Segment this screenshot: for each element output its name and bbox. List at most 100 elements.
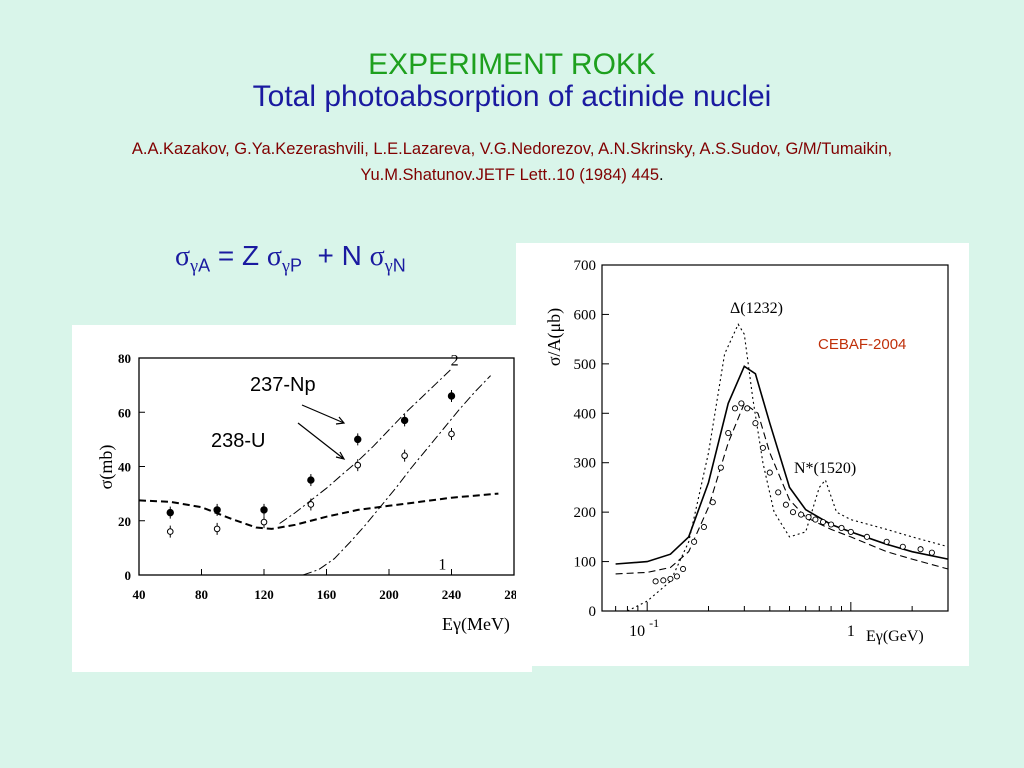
data-point xyxy=(798,511,805,518)
formula-sub-p: P xyxy=(289,255,302,276)
u-data-point xyxy=(448,430,455,438)
x-tick-label: 200 xyxy=(379,587,399,602)
u-arrow xyxy=(297,422,346,460)
np-data-point xyxy=(260,506,268,514)
y-tick-label: 600 xyxy=(574,307,597,323)
data-point xyxy=(838,524,845,532)
x-tick-label: 40 xyxy=(133,587,146,602)
data-point xyxy=(679,565,687,573)
authors-line-1: A.A.Kazakov, G.Ya.Kezerashvili, L.E.Laza… xyxy=(131,140,893,158)
x-tick-label-exp: -1 xyxy=(649,616,659,630)
data-point xyxy=(700,523,707,531)
data-point xyxy=(883,538,890,545)
page-subtitle: Total photoabsorption of actinide nuclei xyxy=(252,80,772,113)
annotation-np: 237-Np xyxy=(250,374,316,396)
np-data-point xyxy=(166,508,174,517)
series-line-1 xyxy=(138,492,499,530)
np-data-point xyxy=(307,476,315,484)
u-data-point xyxy=(401,452,408,459)
formula-gamma-3: γ xyxy=(384,255,393,276)
u-data-point xyxy=(307,501,315,508)
formula-eq: = Z xyxy=(210,240,267,271)
authors-citation: A.A.Kazakov, G.Ya.Kezerashvili, L.E.Laza… xyxy=(40,136,984,188)
data-point xyxy=(731,405,739,412)
u-data-point xyxy=(213,525,221,533)
x-tick-label-1: 1 xyxy=(847,623,855,640)
np-data-point xyxy=(354,435,362,444)
formula-gamma-1: γ xyxy=(190,255,199,276)
y-tick-label: 700 xyxy=(574,258,597,274)
formula-sigma-2: σ xyxy=(266,241,282,272)
cebaf-chart: 0 100 200 300 400 500 600 700 10 -1 1 σ/A(μb) Eγ(GeV… xyxy=(544,258,949,645)
actinide-chart: 40 80 120 160 200 240 280020406080σ(mb)Eγ(MeV)… xyxy=(96,304,524,635)
page-title: EXPERIMENT ROKK xyxy=(368,48,656,81)
plot-frame xyxy=(601,264,949,612)
data-point xyxy=(899,543,906,550)
actinide-chart-panel: 40 80 120 160 200 240 280 0 20 40 60 80 σ(mb) Eγ(MeV)… xyxy=(72,304,532,672)
np-data-point xyxy=(213,506,221,514)
data-point xyxy=(752,420,759,427)
y-tick-label: 40 xyxy=(118,460,131,475)
data-point xyxy=(667,575,674,582)
data-point xyxy=(744,405,751,412)
u-data-point xyxy=(354,461,362,469)
data-point xyxy=(782,501,789,508)
annotation-u: 238-U xyxy=(211,430,265,452)
data-point xyxy=(847,528,854,535)
formula-sub-a: A xyxy=(198,255,211,276)
data-point xyxy=(863,533,871,540)
annotation-nstar: N*(1520) xyxy=(794,460,856,477)
cross-section-formula: σγA = Z σγP + N σγN xyxy=(175,240,406,277)
y-tick-label: 80 xyxy=(118,351,131,366)
data-point xyxy=(738,400,745,407)
source-label: CEBAF-2004 xyxy=(818,336,906,353)
data-point xyxy=(652,578,659,585)
np-arrow xyxy=(301,404,346,425)
u-data-point xyxy=(260,518,268,526)
data-point xyxy=(691,538,698,545)
formula-sigma-1: σ xyxy=(175,241,191,272)
x-tick-label: 160 xyxy=(317,587,337,602)
data-point xyxy=(725,430,732,437)
data-point xyxy=(775,489,782,496)
data-point xyxy=(805,514,812,521)
y-tick-label: 0 xyxy=(125,568,132,583)
x-axis-label: Eγ(MeV) xyxy=(442,614,510,635)
series-line-dashed xyxy=(615,402,949,575)
series-line-2 xyxy=(302,375,491,576)
series-line-dotted xyxy=(627,323,949,612)
y-tick-label: 100 xyxy=(574,555,597,571)
data-point xyxy=(917,546,924,553)
data-point xyxy=(717,464,724,471)
y-tick-label: 500 xyxy=(574,357,597,373)
np-data-point xyxy=(447,392,456,400)
series-label-1: 1 xyxy=(438,557,446,574)
annotation-delta: Δ(1232) xyxy=(730,300,783,317)
cebaf-chart-panel: 0 100 200 300 400 500 600 700 10 -1 1 σ/A(μb) Eγ(GeV… xyxy=(516,243,969,666)
y-tick-label: 300 xyxy=(574,456,597,472)
data-point xyxy=(709,499,716,506)
data-point xyxy=(766,469,773,476)
y-axis-label: σ/A(μb) xyxy=(544,308,565,366)
data-point xyxy=(812,516,819,523)
y-tick-label: 200 xyxy=(574,505,597,521)
data-point xyxy=(759,444,766,451)
u-data-point xyxy=(166,528,174,535)
np-data-point xyxy=(400,416,409,425)
y-tick-label: 0 xyxy=(589,604,597,620)
series-line-solid xyxy=(615,365,949,565)
y-tick-label: 400 xyxy=(574,406,597,422)
formula-sub-n: N xyxy=(392,255,406,276)
y-tick-label: 20 xyxy=(118,514,131,529)
data-point xyxy=(819,518,827,526)
series-label-2: 2 xyxy=(451,353,459,370)
formula-gamma-2: γ xyxy=(281,255,290,276)
authors-period: . xyxy=(659,166,664,184)
data-point xyxy=(660,577,667,584)
data-point xyxy=(789,509,797,516)
formula-plus: + N xyxy=(301,240,370,271)
x-axis-label: Eγ(GeV) xyxy=(866,628,924,645)
y-axis-label: σ(mb) xyxy=(96,445,117,490)
authors-line-2: Yu.M.Shatunov.JETF Lett..10 (1984) 445 xyxy=(360,166,660,184)
y-tick-label: 60 xyxy=(118,405,131,420)
